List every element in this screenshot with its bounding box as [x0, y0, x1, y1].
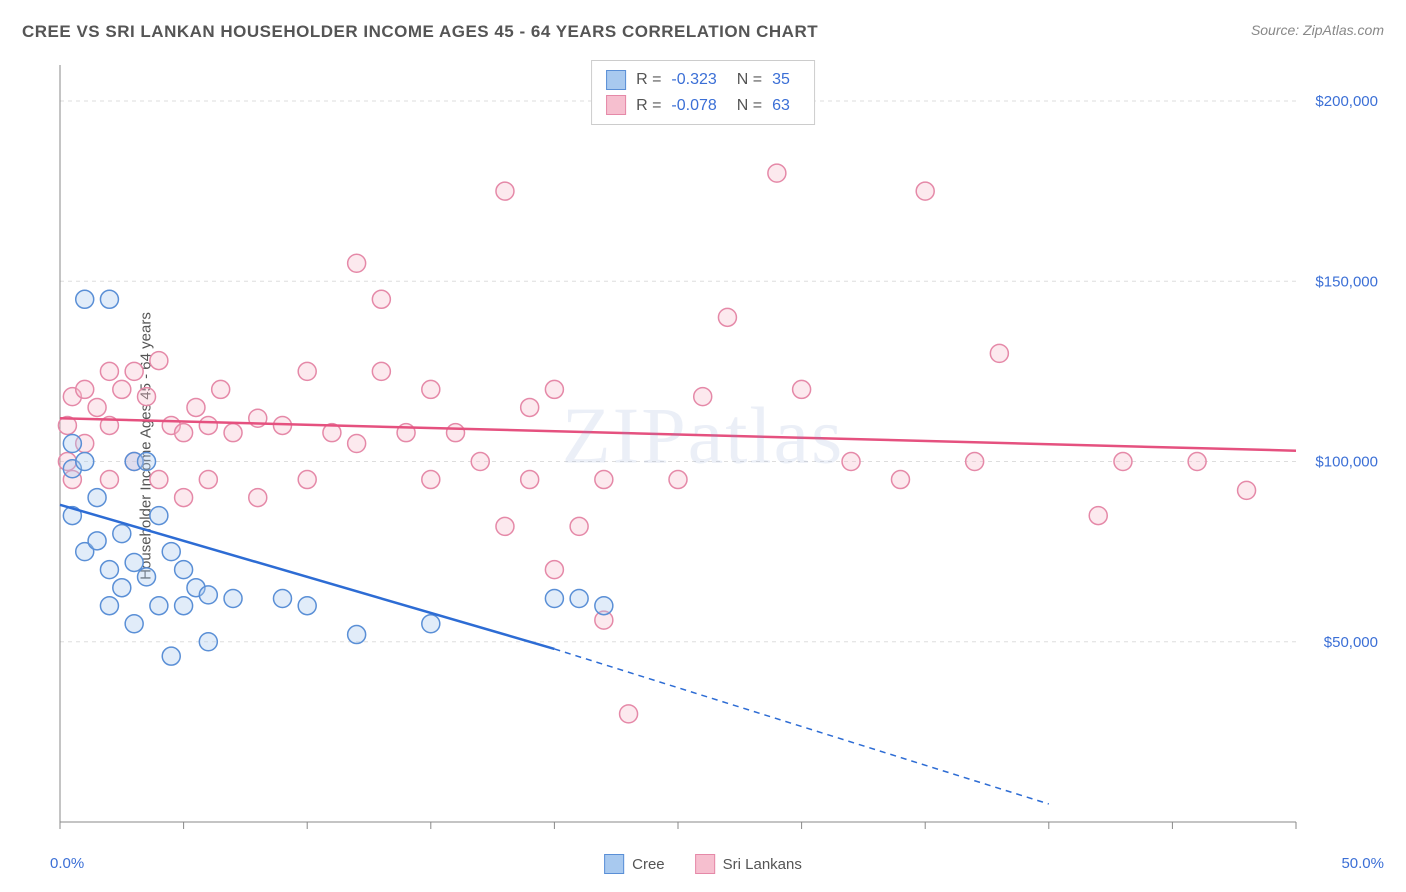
source-label: Source: ZipAtlas.com — [1251, 22, 1384, 38]
stat-n-label: N = — [737, 93, 762, 119]
stat-n-label: N = — [737, 67, 762, 93]
scatter-plot: $50,000 $100,000 $150,000 $200,000 — [50, 60, 1386, 842]
legend-item-cree: Cree — [604, 854, 665, 874]
legend-item-sri: Sri Lankans — [695, 854, 802, 874]
svg-text:$100,000: $100,000 — [1315, 454, 1378, 471]
stats-row-cree: R = -0.323 N = 35 — [606, 67, 800, 93]
stat-r-sri: -0.078 — [671, 93, 716, 119]
stat-r-cree: -0.323 — [671, 67, 716, 93]
chart-container: CREE VS SRI LANKAN HOUSEHOLDER INCOME AG… — [0, 0, 1406, 892]
chart-title: CREE VS SRI LANKAN HOUSEHOLDER INCOME AG… — [22, 22, 818, 42]
swatch-cree — [606, 70, 626, 90]
x-max-label: 50.0% — [1341, 855, 1384, 872]
stats-row-sri: R = -0.078 N = 63 — [606, 93, 800, 119]
bottom-legend: Cree Sri Lankans — [604, 854, 802, 874]
svg-text:$200,000: $200,000 — [1315, 93, 1378, 110]
svg-text:$150,000: $150,000 — [1315, 273, 1378, 290]
legend-swatch-cree — [604, 854, 624, 874]
stat-r-label: R = — [636, 67, 661, 93]
svg-text:$50,000: $50,000 — [1324, 634, 1378, 651]
stats-legend: R = -0.323 N = 35 R = -0.078 N = 63 — [591, 60, 815, 125]
stat-n-sri: 63 — [772, 93, 790, 119]
legend-label-cree: Cree — [632, 856, 665, 873]
x-min-label: 0.0% — [50, 855, 84, 872]
stat-n-cree: 35 — [772, 67, 790, 93]
stat-r-label: R = — [636, 93, 661, 119]
legend-label-sri: Sri Lankans — [723, 856, 802, 873]
legend-swatch-sri — [695, 854, 715, 874]
swatch-sri — [606, 95, 626, 115]
